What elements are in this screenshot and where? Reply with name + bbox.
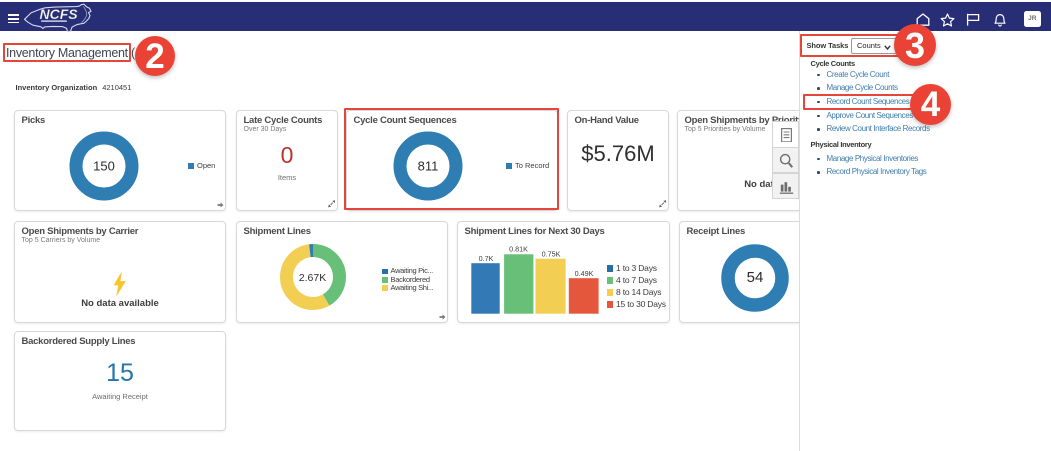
svg-text:0.7K: 0.7K — [479, 254, 494, 263]
svg-text:54: 54 — [747, 269, 764, 286]
svg-text:0.49K: 0.49K — [575, 269, 594, 278]
svg-text:2.67K: 2.67K — [299, 272, 326, 284]
svg-text:0.81K: 0.81K — [509, 245, 528, 254]
svg-text:811: 811 — [418, 159, 439, 174]
svg-text:0.75K: 0.75K — [542, 250, 561, 259]
svg-text:150: 150 — [93, 159, 115, 174]
svg-text:NCFS: NCFS — [40, 6, 79, 22]
